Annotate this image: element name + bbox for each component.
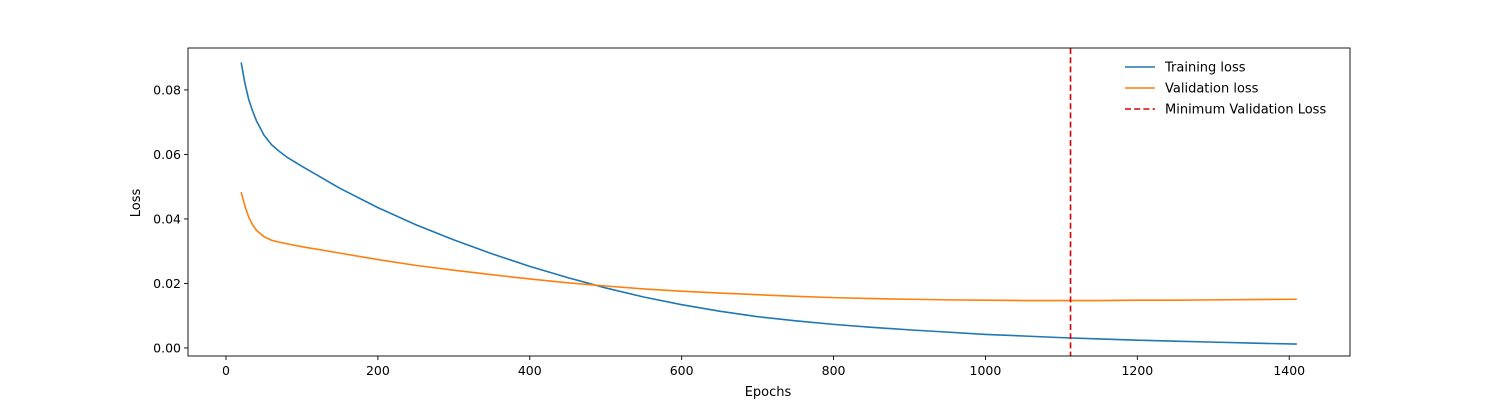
legend-label: Training loss: [1164, 61, 1246, 76]
x-tick-label: 1400: [1273, 363, 1305, 378]
x-tick-label: 1200: [1121, 363, 1153, 378]
series-line-validation-loss: [240, 191, 1297, 302]
y-tick-label: 0.08: [153, 82, 181, 97]
x-tick-label: 600: [670, 363, 694, 378]
axes-frame: [187, 47, 1351, 357]
x-tick-label: 400: [518, 363, 542, 378]
legend: Training loss Validation loss Minimum Vali…: [1125, 61, 1326, 118]
x-tick-label: 800: [822, 363, 846, 378]
x-tick-label: 1000: [970, 363, 1002, 378]
legend-label: Minimum Validation Loss: [1165, 103, 1326, 118]
axes: 0 200 400 600 800 1000 1200 1400 0.00 0.02 0.04 0.0…: [153, 47, 1351, 378]
x-axis-title: Epochs: [745, 385, 792, 400]
plot-area: [240, 48, 1297, 356]
x-tick-label: 200: [366, 363, 390, 378]
y-tick-label: 0.00: [153, 340, 181, 355]
y-tick-label: 0.04: [153, 211, 181, 226]
y-tick-label: 0.02: [153, 276, 181, 291]
series-line-training-loss: [240, 62, 1297, 345]
legend-label: Validation loss: [1165, 82, 1259, 97]
y-tick-label: 0.06: [153, 147, 181, 162]
y-axis-title: Loss: [129, 189, 144, 218]
x-tick-label: 0: [222, 363, 230, 378]
